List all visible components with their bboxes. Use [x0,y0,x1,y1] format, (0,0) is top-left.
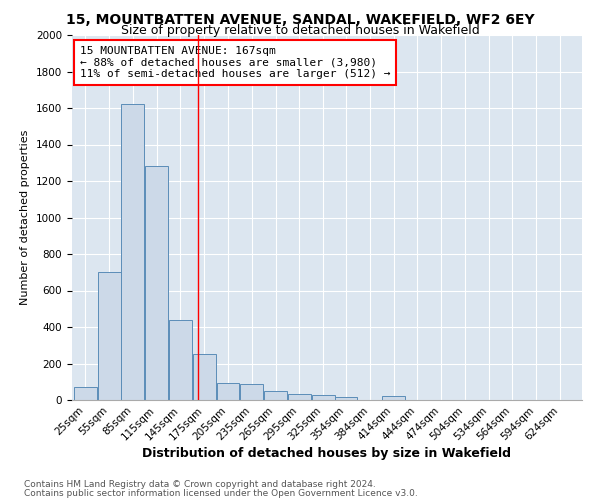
Bar [311,395,335,400]
Y-axis label: Number of detached properties: Number of detached properties [20,130,31,305]
Bar [382,396,405,400]
Bar [121,104,145,400]
Bar [74,387,97,400]
Text: Size of property relative to detached houses in Wakefield: Size of property relative to detached ho… [121,24,479,37]
Bar [264,391,287,400]
Bar [240,384,263,400]
Bar [169,320,192,400]
Text: Contains HM Land Registry data © Crown copyright and database right 2024.: Contains HM Land Registry data © Crown c… [24,480,376,489]
Text: 15 MOUNTBATTEN AVENUE: 167sqm
← 88% of detached houses are smaller (3,980)
11% o: 15 MOUNTBATTEN AVENUE: 167sqm ← 88% of d… [80,46,390,79]
Bar [193,354,216,400]
Bar [217,382,239,400]
Bar [145,166,168,400]
Text: 15, MOUNTBATTEN AVENUE, SANDAL, WAKEFIELD, WF2 6EY: 15, MOUNTBATTEN AVENUE, SANDAL, WAKEFIEL… [65,12,535,26]
Bar [98,272,121,400]
Text: Contains public sector information licensed under the Open Government Licence v3: Contains public sector information licen… [24,488,418,498]
X-axis label: Distribution of detached houses by size in Wakefield: Distribution of detached houses by size … [143,448,511,460]
Bar [288,394,311,400]
Bar [335,396,358,400]
